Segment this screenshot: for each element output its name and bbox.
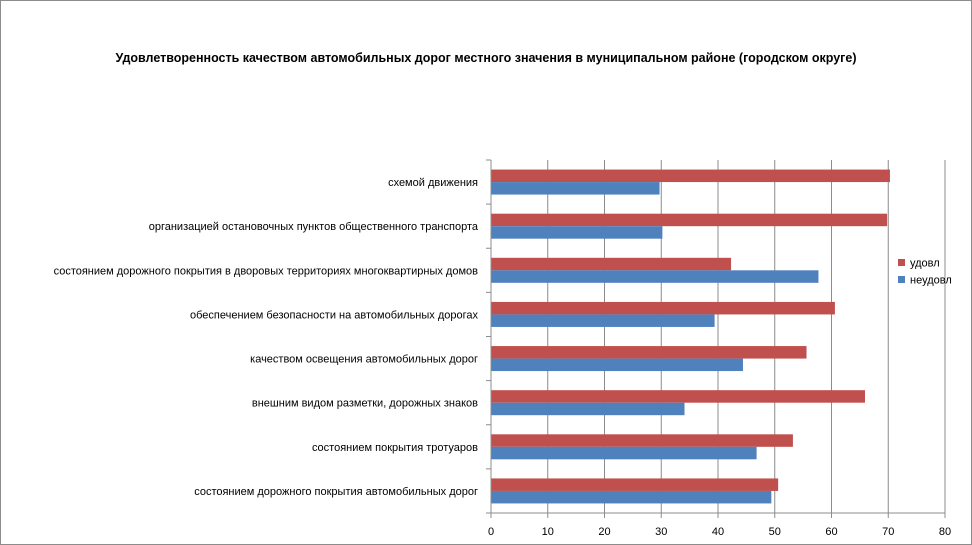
chart-title: Удовлетворенность качеством автомобильны…: [115, 51, 857, 65]
x-tick-label: 50: [769, 526, 781, 538]
x-tick-label: 20: [598, 526, 610, 538]
x-tick-label: 40: [712, 526, 724, 538]
bar-neudovl: [491, 446, 757, 460]
bar-udovl: [491, 257, 732, 271]
x-tick-label: 30: [655, 526, 667, 538]
bar-neudovl: [491, 358, 743, 372]
bar-neudovl: [491, 182, 660, 195]
category-label: схемой движения: [388, 177, 478, 189]
x-tick-label: 80: [939, 526, 951, 538]
bar-neudovl: [491, 226, 663, 239]
bar-neudovl: [491, 490, 772, 504]
x-tick-label: 0: [488, 526, 494, 538]
category-label: состоянием покрытия тротуаров: [312, 442, 478, 454]
category-label: организацией остановочных пунктов общест…: [149, 221, 479, 233]
bar-udovl: [491, 301, 835, 315]
legend-label: неудовл: [910, 275, 952, 287]
x-tick-label: 70: [882, 526, 894, 538]
x-tick-label: 10: [542, 526, 554, 538]
x-tick-label: 60: [825, 526, 837, 538]
bar-neudovl: [491, 314, 715, 327]
legend-swatch: [898, 276, 905, 283]
bar-udovl: [491, 478, 779, 491]
bar-udovl: [491, 434, 793, 447]
category-label: качеством освещения автомобильных дорог: [250, 354, 478, 366]
bar-udovl: [491, 346, 807, 359]
bar-neudovl: [491, 402, 685, 416]
bar-udovl: [491, 169, 890, 183]
bar-udovl: [491, 390, 865, 403]
bar-neudovl: [491, 270, 819, 283]
category-label: состоянием дорожного покрытия автомобиль…: [194, 486, 478, 498]
legend-swatch: [898, 259, 905, 266]
category-label: состоянием дорожного покрытия в дворовых…: [54, 265, 479, 277]
bar-udovl: [491, 213, 888, 227]
category-label: внешним видом разметки, дорожных знаков: [252, 398, 478, 410]
legend-label: удовл: [910, 258, 940, 270]
category-label: обеспечением безопасности на автомобильн…: [190, 309, 478, 321]
